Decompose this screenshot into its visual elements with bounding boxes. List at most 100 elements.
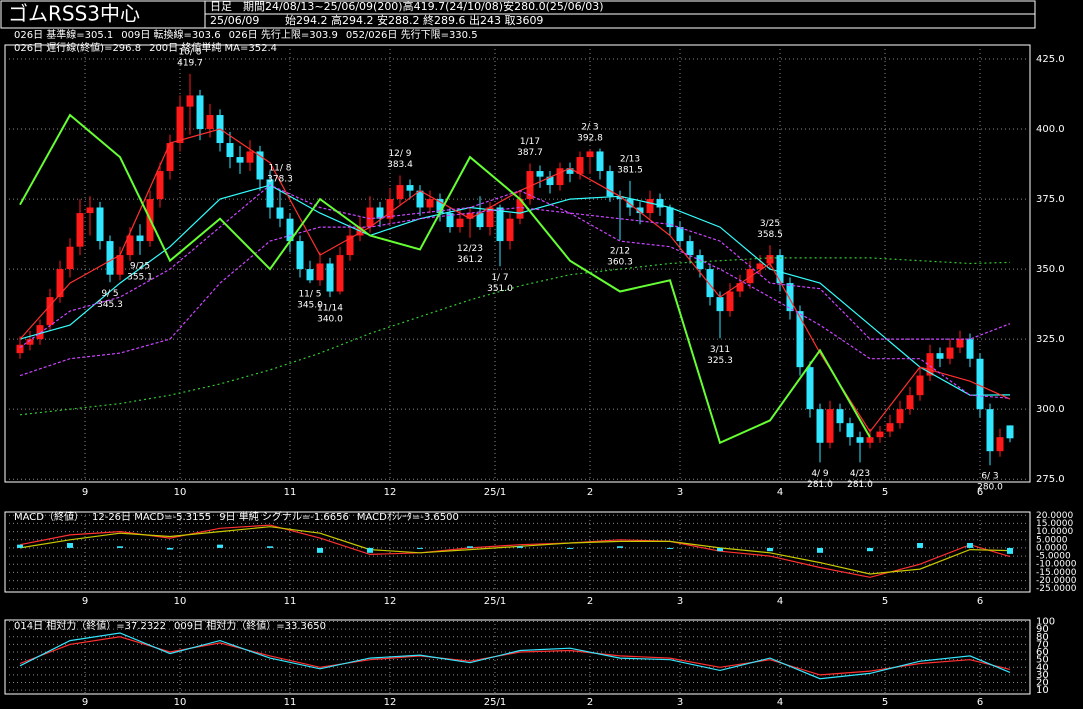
candle-body [236,157,244,163]
oscillator-bar [17,544,23,548]
oscillator-bar [117,546,123,548]
oscillator-bar [567,547,573,549]
candle-body [446,213,454,228]
candle-body [576,157,584,174]
candle-body [936,353,944,359]
candle-body [256,151,264,180]
annotation-date: 11/ 8 [268,163,291,173]
candle-body [916,375,924,396]
legend-entry: 009日 相対力（終値）=33.3650 [174,619,326,632]
candle-body [476,213,484,228]
candle-body [486,207,494,228]
candle-body [286,218,294,242]
candle-body [746,269,754,284]
annotation-price: 361.2 [457,255,483,265]
oscillator-bar [617,546,623,548]
candle-body [736,283,744,292]
annotation-price: 351.0 [487,284,513,294]
candle-body [86,207,94,214]
candle-body [186,95,194,107]
y-tick-label: 20 [1036,678,1049,689]
candle-body [206,115,214,130]
annotation-date: 1/17 [520,137,540,147]
y-tick-label: 300.0 [1036,404,1065,415]
period-type: 日足 [210,0,232,13]
x-tick-label: 11 [284,596,297,607]
candle-body [976,358,984,410]
panel-title: MACD（終値） [14,510,84,523]
title-box [0,0,206,29]
plot-frame [4,511,1031,593]
oscillator-bar [517,546,523,548]
series-line [19,524,1011,578]
candle-body [646,199,654,214]
candle-body [996,437,1004,452]
annotation-date: 2/ 3 [581,123,598,133]
legend-entry: 026日 基準線=305.1 [14,28,113,41]
y-tick-label: 70 [1036,639,1049,650]
candle-body [606,171,614,197]
annotation-price: 383.4 [387,160,413,170]
annotation-date: 4/23 [850,469,870,479]
candle-body [156,171,164,200]
annotation-price: 325.3 [707,356,733,366]
candle-body [866,437,874,443]
annotation-price: 281.0 [847,480,873,490]
annotation-price: 392.8 [577,134,603,144]
x-tick-label: 11 [284,697,297,708]
x-tick-label: 10 [174,487,187,498]
x-tick-label: 10 [174,596,187,607]
annotation-date: 9/ 5 [101,289,118,299]
x-tick-label: 2 [587,487,593,498]
oscillator-bar [367,547,373,553]
legend-entry: 009日 転換線=303.6 [121,28,220,41]
annotation-price: 419.7 [177,58,203,68]
x-tick-label: 9 [82,596,88,607]
annotation-date: 4/ 9 [811,469,829,479]
candle-body [96,207,104,242]
candle-body [496,207,504,242]
annotation-price: 340.0 [317,315,343,325]
candle-body [946,347,954,359]
y-tick-label: 375.0 [1036,194,1065,205]
y-tick-label: 60 [1036,647,1049,658]
candle-body [726,291,734,312]
legend-entry: MACDｵｼﾚｰﾀ=-3.6500 [357,511,459,523]
candle-body [906,395,914,410]
x-tick-label: 6 [977,596,983,607]
candle-body [756,263,764,270]
candle-body [466,213,474,219]
candle-body [876,431,884,438]
series-line [19,128,1011,433]
annotation-price: 358.5 [757,230,783,240]
candle-body [626,199,634,208]
y-tick-label: 325.0 [1036,334,1065,345]
candle-body [526,171,534,200]
legend-entry: 026日 先行上限=303.9 [229,28,338,41]
oscillator-bar [167,547,173,550]
candle-body [926,353,934,376]
y-tick-label: 50 [1036,655,1049,666]
x-tick-label: 5 [882,487,888,498]
candle-body [896,409,904,424]
candle-body [36,325,44,340]
annotation-date: 2/12 [610,247,630,257]
x-tick-label: 11 [284,487,297,498]
candle-body [326,263,334,292]
annotation-date: 12/23 [457,244,483,254]
candle-body [506,218,514,242]
candle-body [396,185,404,200]
candle-body [836,409,844,424]
x-tick-label: 3 [677,487,683,498]
oscillator-bar [817,547,823,553]
annotation-price: 280.0 [977,483,1003,493]
oscillator-bar [267,546,273,548]
oscillator-bar [417,547,423,549]
candle-body [826,409,834,443]
x-tick-label: 9 [82,697,88,708]
candle-body [856,437,864,443]
x-tick-label: 12 [384,596,397,607]
last-date: 25/06/09 [210,14,259,27]
candle-body [336,255,344,292]
x-tick-label: 3 [677,596,683,607]
